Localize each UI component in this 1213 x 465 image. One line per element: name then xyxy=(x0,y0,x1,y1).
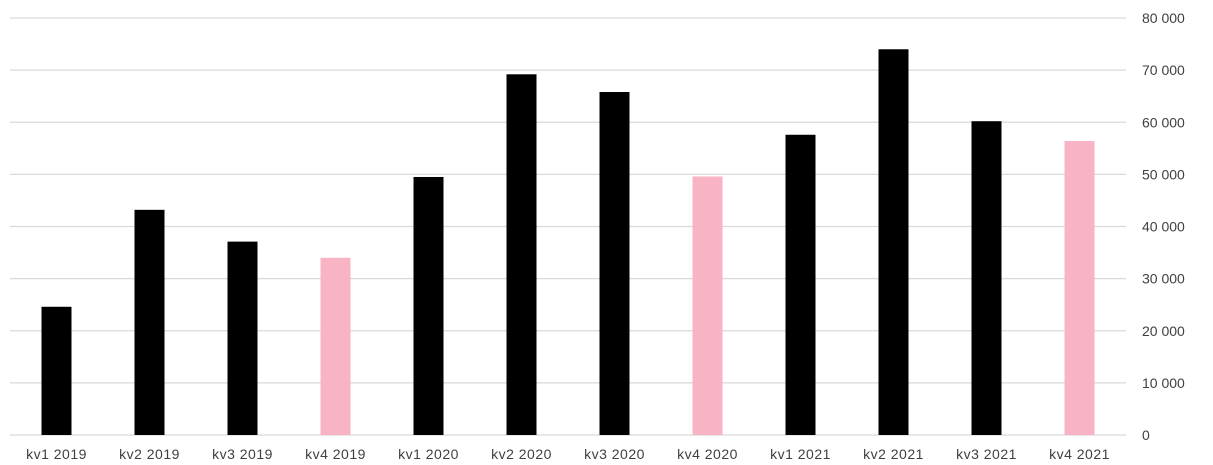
bar-kv3-2020 xyxy=(599,92,630,435)
y-tick-label: 80 000 xyxy=(1142,10,1185,26)
y-tick-label: 20 000 xyxy=(1142,323,1185,339)
x-category-label: kv2 2021 xyxy=(863,446,924,462)
x-category-label: kv3 2021 xyxy=(956,446,1017,462)
bar-kv2-2019 xyxy=(134,209,165,435)
x-category-label: kv4 2019 xyxy=(305,446,366,462)
y-axis-tick-labels: 0 10 000 20 000 30 000 40 000 50 000 60 000 70 … xyxy=(1142,10,1185,443)
y-tick-label: 70 000 xyxy=(1142,62,1185,78)
x-category-label: kv1 2020 xyxy=(398,446,459,462)
gridlines xyxy=(10,17,1126,436)
bar-kv3-2019 xyxy=(227,241,258,435)
y-tick-label: 0 xyxy=(1142,427,1150,443)
bars xyxy=(41,49,1095,436)
y-tick-label: 60 000 xyxy=(1142,114,1185,130)
y-tick-label: 40 000 xyxy=(1142,219,1185,235)
bar-kv3-2021 xyxy=(971,121,1002,436)
x-axis-category-labels: kv1 2019 kv2 2019 kv3 2019 kv4 2019 kv1 2020… xyxy=(26,446,1110,462)
bar-kv4-2021 xyxy=(1064,141,1095,435)
x-category-label: kv1 2021 xyxy=(770,446,831,462)
x-category-label: kv4 2021 xyxy=(1049,446,1110,462)
x-category-label: kv3 2019 xyxy=(212,446,273,462)
bar-kv4-2020 xyxy=(692,176,723,435)
bar-kv1-2019 xyxy=(41,306,72,435)
y-tick-label: 30 000 xyxy=(1142,271,1185,287)
y-tick-label: 50 000 xyxy=(1142,166,1185,182)
bar-kv4-2019 xyxy=(320,257,351,435)
bar-kv2-2021 xyxy=(878,49,909,436)
x-category-label: kv4 2020 xyxy=(677,446,738,462)
bar-kv1-2020 xyxy=(413,176,444,435)
bar-kv2-2020 xyxy=(506,74,537,436)
x-category-label: kv3 2020 xyxy=(584,446,645,462)
y-tick-label: 10 000 xyxy=(1142,375,1185,391)
bar-kv1-2021 xyxy=(785,134,816,435)
x-category-label: kv2 2020 xyxy=(491,446,552,462)
x-category-label: kv1 2019 xyxy=(26,446,87,462)
x-category-label: kv2 2019 xyxy=(119,446,180,462)
